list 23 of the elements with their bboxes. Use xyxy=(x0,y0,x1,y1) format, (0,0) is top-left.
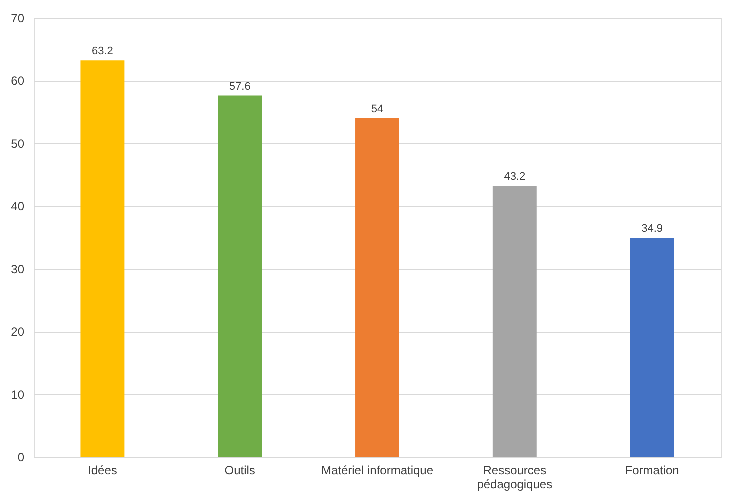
y-tick-label: 50 xyxy=(11,136,25,151)
y-tick-label: 60 xyxy=(11,74,25,88)
x-tick-label: Outils xyxy=(224,464,256,478)
y-tick-label: 30 xyxy=(11,262,25,276)
y-tick-label: 20 xyxy=(11,325,25,340)
bar xyxy=(356,118,400,457)
y-tick-label: 10 xyxy=(11,388,25,402)
data-label: 57.6 xyxy=(229,80,251,93)
y-tick-label: 70 xyxy=(11,12,25,26)
x-tick-label: Formation xyxy=(625,464,680,478)
data-label: 43.2 xyxy=(504,171,526,184)
y-tick-label: 40 xyxy=(11,200,25,214)
x-tick-label: Idées xyxy=(88,464,118,478)
data-label: 54 xyxy=(371,103,384,116)
y-tick-label: 0 xyxy=(18,450,25,464)
bar xyxy=(80,60,125,457)
bar xyxy=(492,186,537,457)
data-label: 34.9 xyxy=(642,223,664,236)
x-tick-label: Ressources pédagogiques xyxy=(477,464,553,492)
data-label: 63.2 xyxy=(92,46,114,58)
x-tick-label: Matériel informatique xyxy=(321,464,434,478)
bar xyxy=(630,238,674,457)
bar xyxy=(218,96,262,457)
